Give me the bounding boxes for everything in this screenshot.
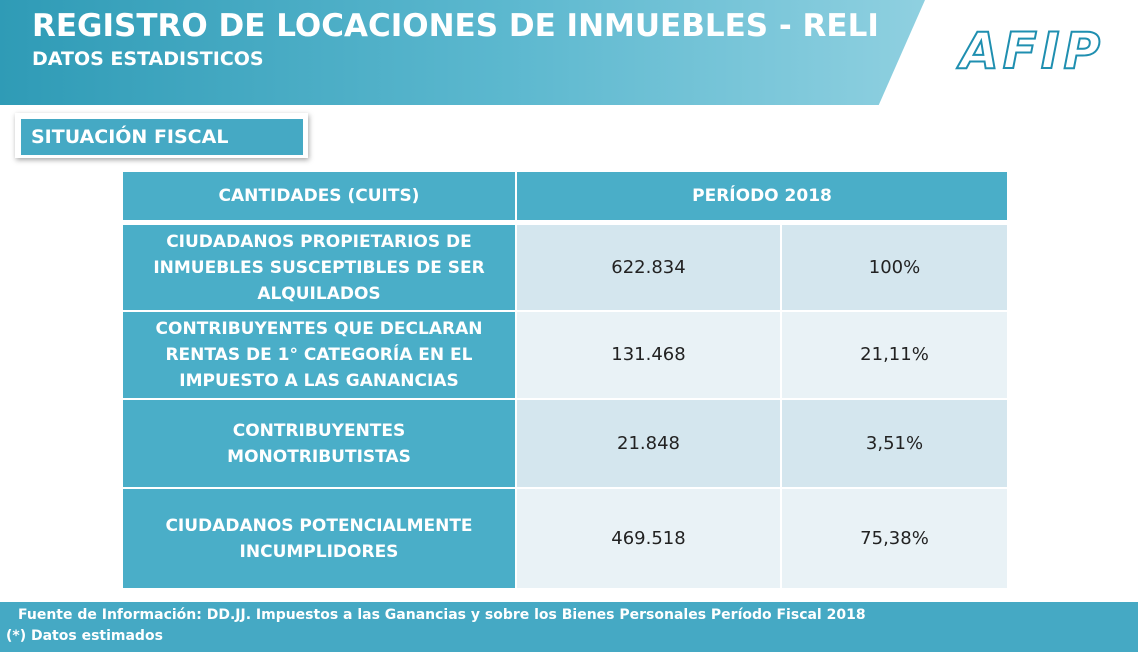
cell-value: 622.834 xyxy=(517,225,780,310)
cell-value: 21.848 xyxy=(517,400,780,487)
footer-band xyxy=(0,602,1138,652)
cell-percent: 75,38% xyxy=(782,489,1007,588)
header-band xyxy=(0,0,925,105)
row-label: CONTRIBUYENTES QUE DECLARAN RENTAS DE 1°… xyxy=(123,312,515,398)
title: REGISTRO DE LOCACIONES DE INMUEBLES - RE… xyxy=(32,8,879,44)
row-label: CIUDADANOS PROPIETARIOS DE INMUEBLES SUS… xyxy=(123,225,515,310)
row-label: CIUDADANOS POTENCIALMENTE INCUMPLIDORES xyxy=(123,489,515,588)
footer-source: Fuente de Información: DD.JJ. Impuestos … xyxy=(18,607,866,623)
cell-percent: 3,51% xyxy=(782,400,1007,487)
cell-value: 469.518 xyxy=(517,489,780,588)
header-cell: CANTIDADES (CUITS) xyxy=(123,172,515,220)
logo: AFIP xyxy=(959,21,1105,81)
cell-percent: 100% xyxy=(782,225,1007,310)
section-title: SITUACIÓN FISCAL xyxy=(21,119,303,155)
footer-note: (*) Datos estimados xyxy=(6,628,163,644)
cell-value: 131.468 xyxy=(517,312,780,398)
cell-percent: 21,11% xyxy=(782,312,1007,398)
row-label: CONTRIBUYENTES MONOTRIBUTISTAS xyxy=(123,400,515,487)
header-cell: PERÍODO 2018 xyxy=(517,172,1007,220)
subtitle: DATOS ESTADISTICOS xyxy=(32,48,264,70)
